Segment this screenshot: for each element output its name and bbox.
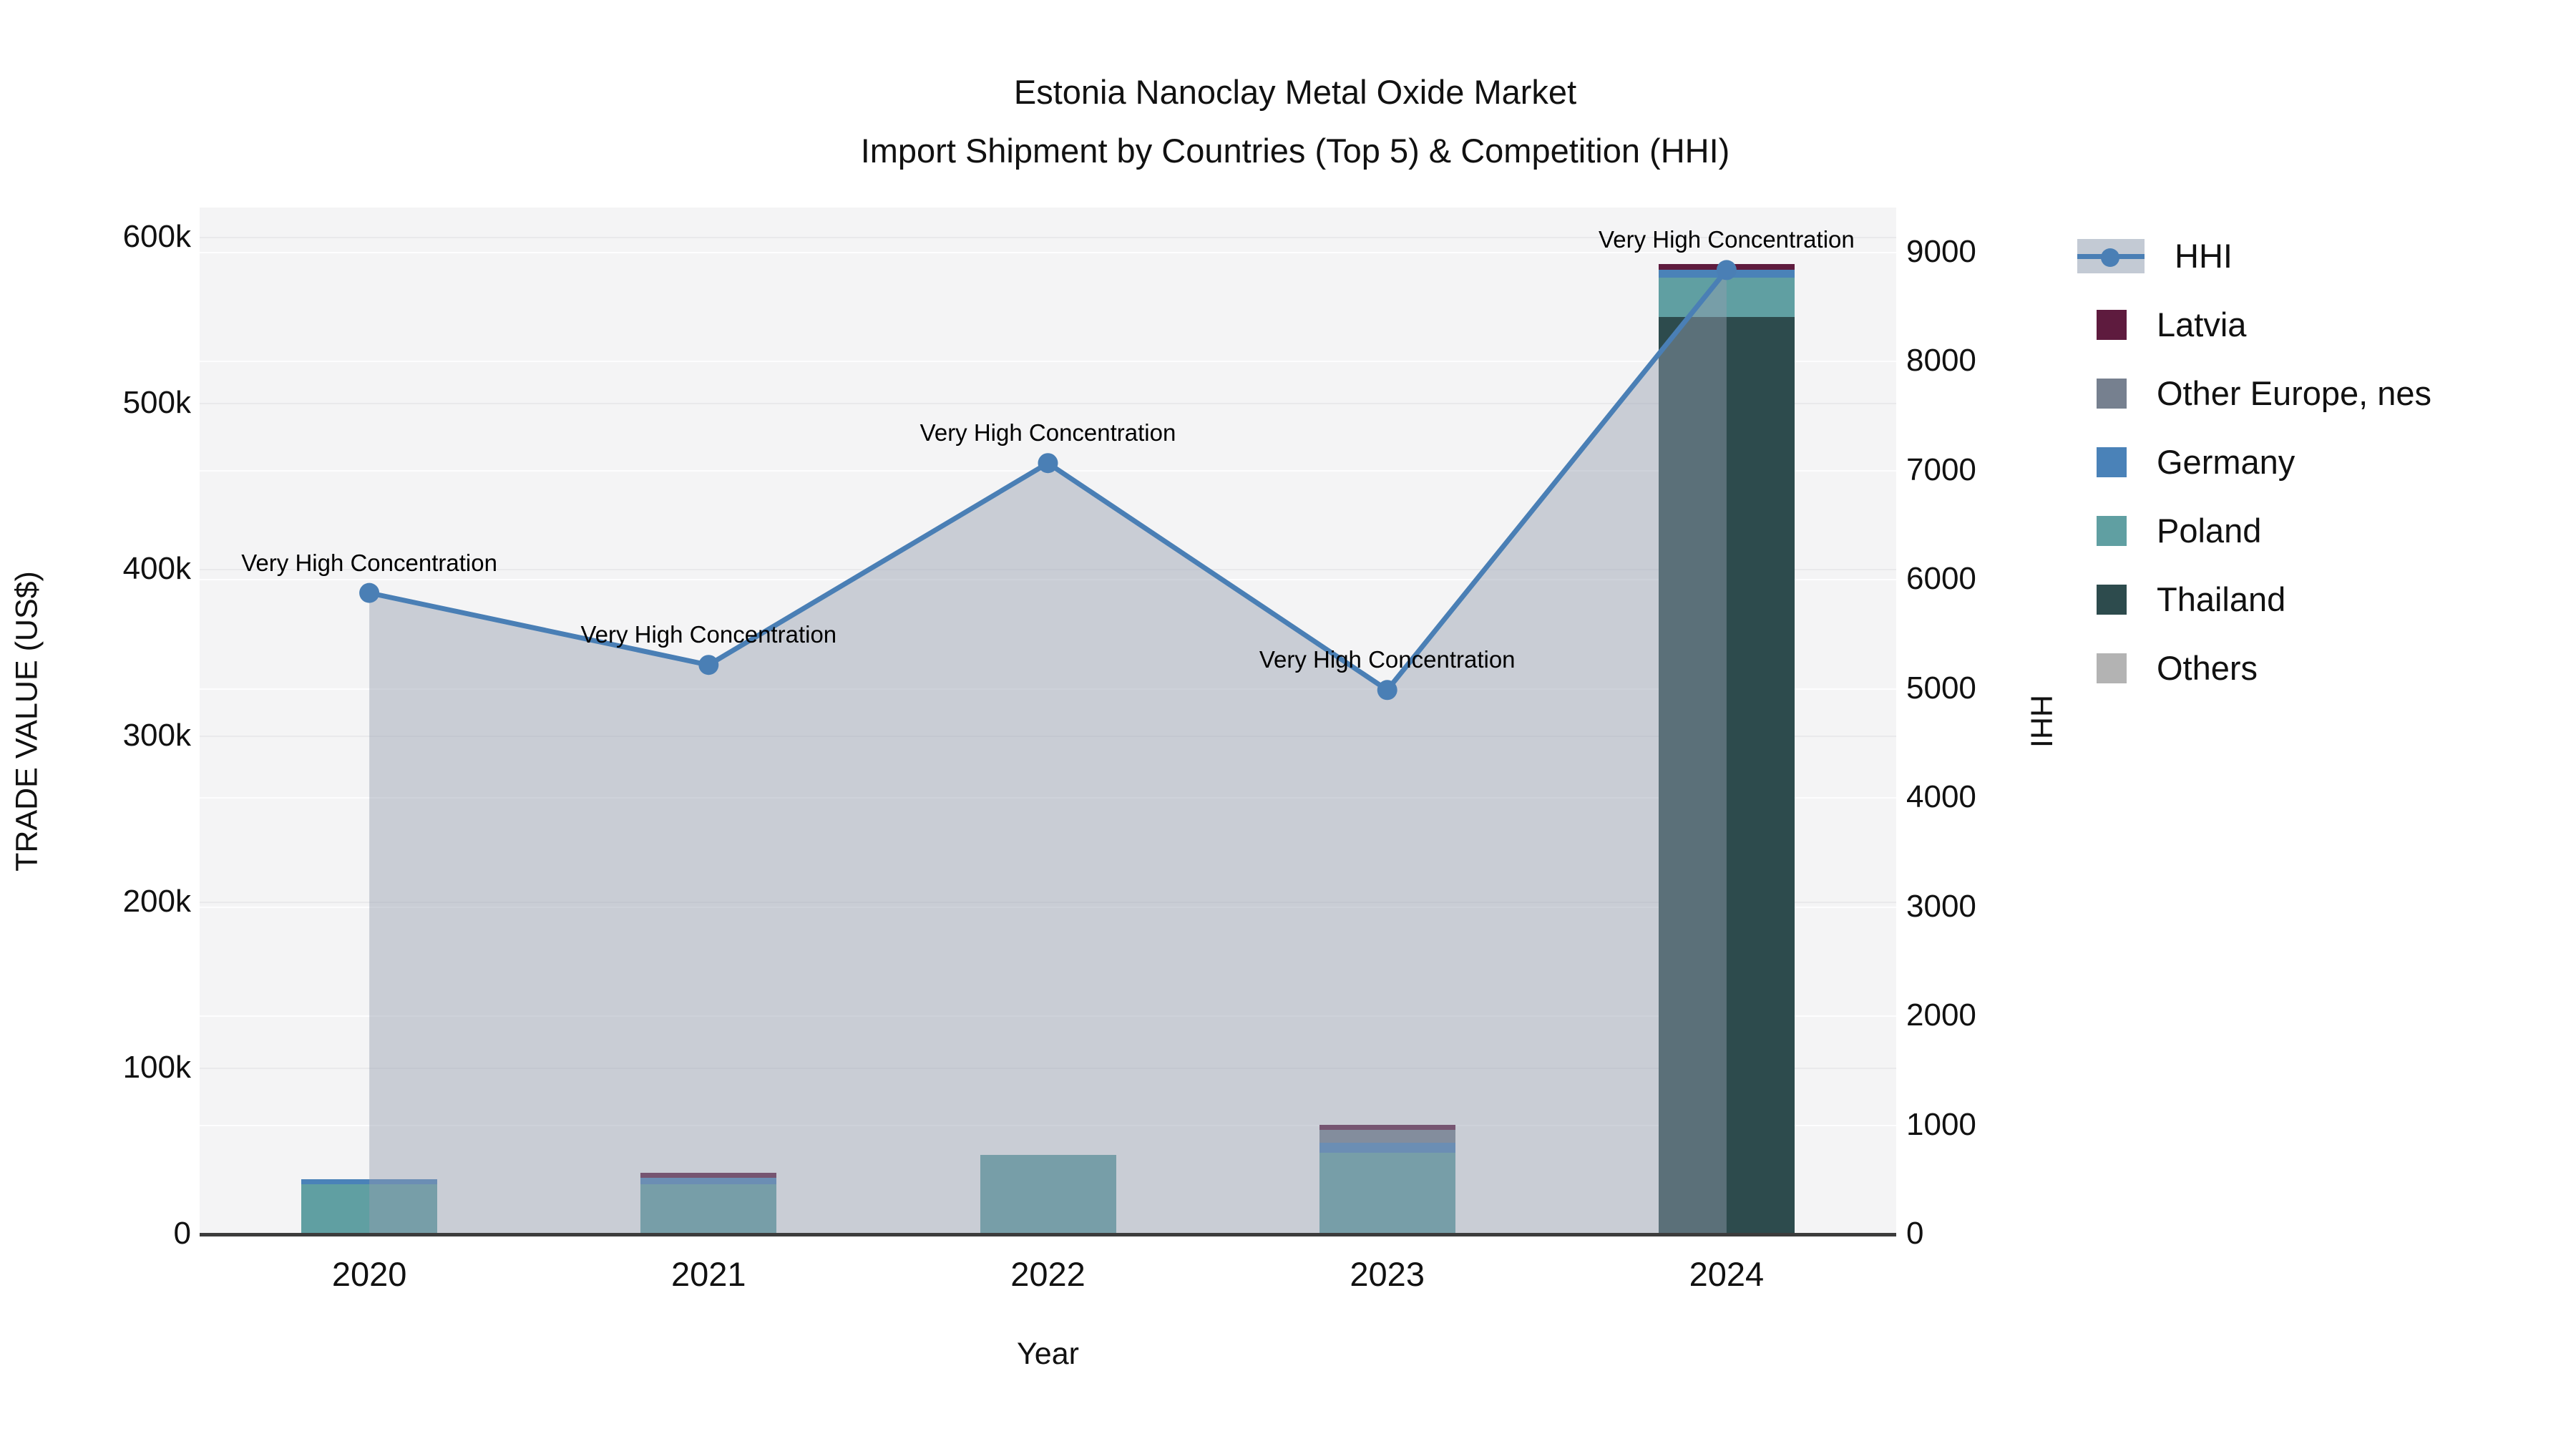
gridline xyxy=(200,252,1896,253)
gridline xyxy=(200,1124,1896,1126)
gridline xyxy=(200,1015,1896,1018)
bar-segment-thailand-2024 xyxy=(1658,317,1795,1234)
y-tick-600k: 600k xyxy=(122,219,191,254)
legend-swatch-icon xyxy=(2097,447,2127,477)
chart-title-line1: Estonia Nanoclay Metal Oxide Market xyxy=(1013,73,1577,111)
y2-tick-6000: 6000 xyxy=(1906,561,1976,597)
gridline xyxy=(200,1067,1896,1069)
chart-title-line2: Import Shipment by Countries (Top 5) & C… xyxy=(860,132,1730,170)
x-tick-2022: 2022 xyxy=(1010,1255,1085,1293)
gridline xyxy=(200,901,1896,903)
legend-label: Latvia xyxy=(2157,306,2247,343)
x-tick-2023: 2023 xyxy=(1350,1255,1425,1293)
legend-label: Thailand xyxy=(2157,580,2286,618)
gridline xyxy=(200,569,1896,571)
annotation-2022: Very High Concentration xyxy=(919,419,1176,447)
legend-item-germany[interactable]: Germany xyxy=(2077,442,2295,482)
bar-segment-poland-2024 xyxy=(1658,277,1795,318)
bar-segment-poland-2020 xyxy=(301,1184,438,1234)
x-axis-line xyxy=(200,1233,1896,1236)
annotation-2024: Very High Concentration xyxy=(1599,226,1855,253)
y-tick-300k: 300k xyxy=(122,717,191,753)
bar-segment-poland-2021 xyxy=(640,1184,777,1234)
gridline xyxy=(200,735,1896,737)
hhi-marker-2021 xyxy=(698,655,719,675)
gridline xyxy=(200,579,1896,581)
y2-tick-0: 0 xyxy=(1906,1216,1924,1251)
gridline xyxy=(200,688,1896,690)
legend-item-poland[interactable]: Poland xyxy=(2077,511,2261,550)
legend-swatch-icon xyxy=(2097,653,2127,683)
hhi-marker-2020 xyxy=(359,582,380,603)
gridline xyxy=(200,797,1896,799)
bar-segment-poland-2022 xyxy=(980,1154,1116,1234)
gridline xyxy=(200,403,1896,405)
y-tick-0: 0 xyxy=(173,1216,191,1251)
x-tick-2020: 2020 xyxy=(331,1255,407,1293)
hhi-marker-2023 xyxy=(1377,680,1397,701)
y2-tick-4000: 4000 xyxy=(1906,779,1976,815)
gridline xyxy=(200,361,1896,363)
legend-item-thailand[interactable]: Thailand xyxy=(2077,580,2285,619)
legend-swatch-icon xyxy=(2097,584,2127,615)
chart-title: Estonia Nanoclay Metal Oxide Market Impo… xyxy=(861,63,1730,180)
bar-segment-poland-2023 xyxy=(1319,1153,1455,1234)
plot-area xyxy=(200,208,1896,1234)
bar-segment-latvia-2021 xyxy=(640,1173,777,1179)
x-tick-2024: 2024 xyxy=(1689,1255,1765,1293)
bar-segment-other-europe-nes-2023 xyxy=(1319,1129,1455,1143)
hhi-marker-2024 xyxy=(1716,260,1737,280)
bar-segment-germany-2021 xyxy=(640,1178,777,1185)
hhi-marker-2022 xyxy=(1038,453,1058,474)
y2-tick-5000: 5000 xyxy=(1906,670,1976,706)
hhi-area-fill xyxy=(369,270,1727,1234)
legend-swatch-icon xyxy=(2097,309,2127,340)
legend-label: Others xyxy=(2157,649,2258,687)
annotation-2023: Very High Concentration xyxy=(1259,646,1516,673)
legend-label: Germany xyxy=(2157,443,2296,481)
y2-tick-9000: 9000 xyxy=(1906,234,1976,269)
legend-hhi-line-sample-icon xyxy=(2077,238,2145,273)
y-tick-400k: 400k xyxy=(122,551,191,587)
gridline xyxy=(200,906,1896,908)
y2-tick-1000: 1000 xyxy=(1906,1106,1976,1142)
bar-segment-germany-2023 xyxy=(1319,1143,1455,1153)
y-axis-title: TRADE VALUE (US$) xyxy=(9,570,44,872)
annotation-2020: Very High Concentration xyxy=(241,549,497,576)
bar-segment-germany-2020 xyxy=(301,1179,438,1185)
legend-item-others[interactable]: Others xyxy=(2077,648,2258,688)
y2-tick-7000: 7000 xyxy=(1906,452,1976,487)
x-tick-2021: 2021 xyxy=(671,1255,746,1293)
y2-tick-3000: 3000 xyxy=(1906,888,1976,924)
y-tick-100k: 100k xyxy=(122,1049,191,1085)
y-tick-200k: 200k xyxy=(122,883,191,919)
gridline xyxy=(200,237,1896,238)
x-axis-title: Year xyxy=(1017,1337,1079,1371)
legend-item-hhi[interactable]: HHI xyxy=(2077,236,2233,275)
annotation-2021: Very High Concentration xyxy=(580,621,837,648)
legend-item-other-europe-nes[interactable]: Other Europe, nes xyxy=(2077,374,2431,413)
legend-label: Other Europe, nes xyxy=(2157,374,2432,412)
y2-axis-title: HHI xyxy=(2024,694,2059,748)
legend-label: HHI xyxy=(2175,237,2233,275)
legend-item-latvia[interactable]: Latvia xyxy=(2077,305,2246,344)
legend-swatch-icon xyxy=(2097,378,2127,409)
y2-tick-2000: 2000 xyxy=(1906,997,1976,1033)
y2-tick-8000: 8000 xyxy=(1906,343,1976,379)
bar-segment-latvia-2023 xyxy=(1319,1124,1455,1130)
legend-swatch-icon xyxy=(2097,515,2127,546)
y-tick-500k: 500k xyxy=(122,385,191,421)
legend-label: Poland xyxy=(2157,512,2262,550)
